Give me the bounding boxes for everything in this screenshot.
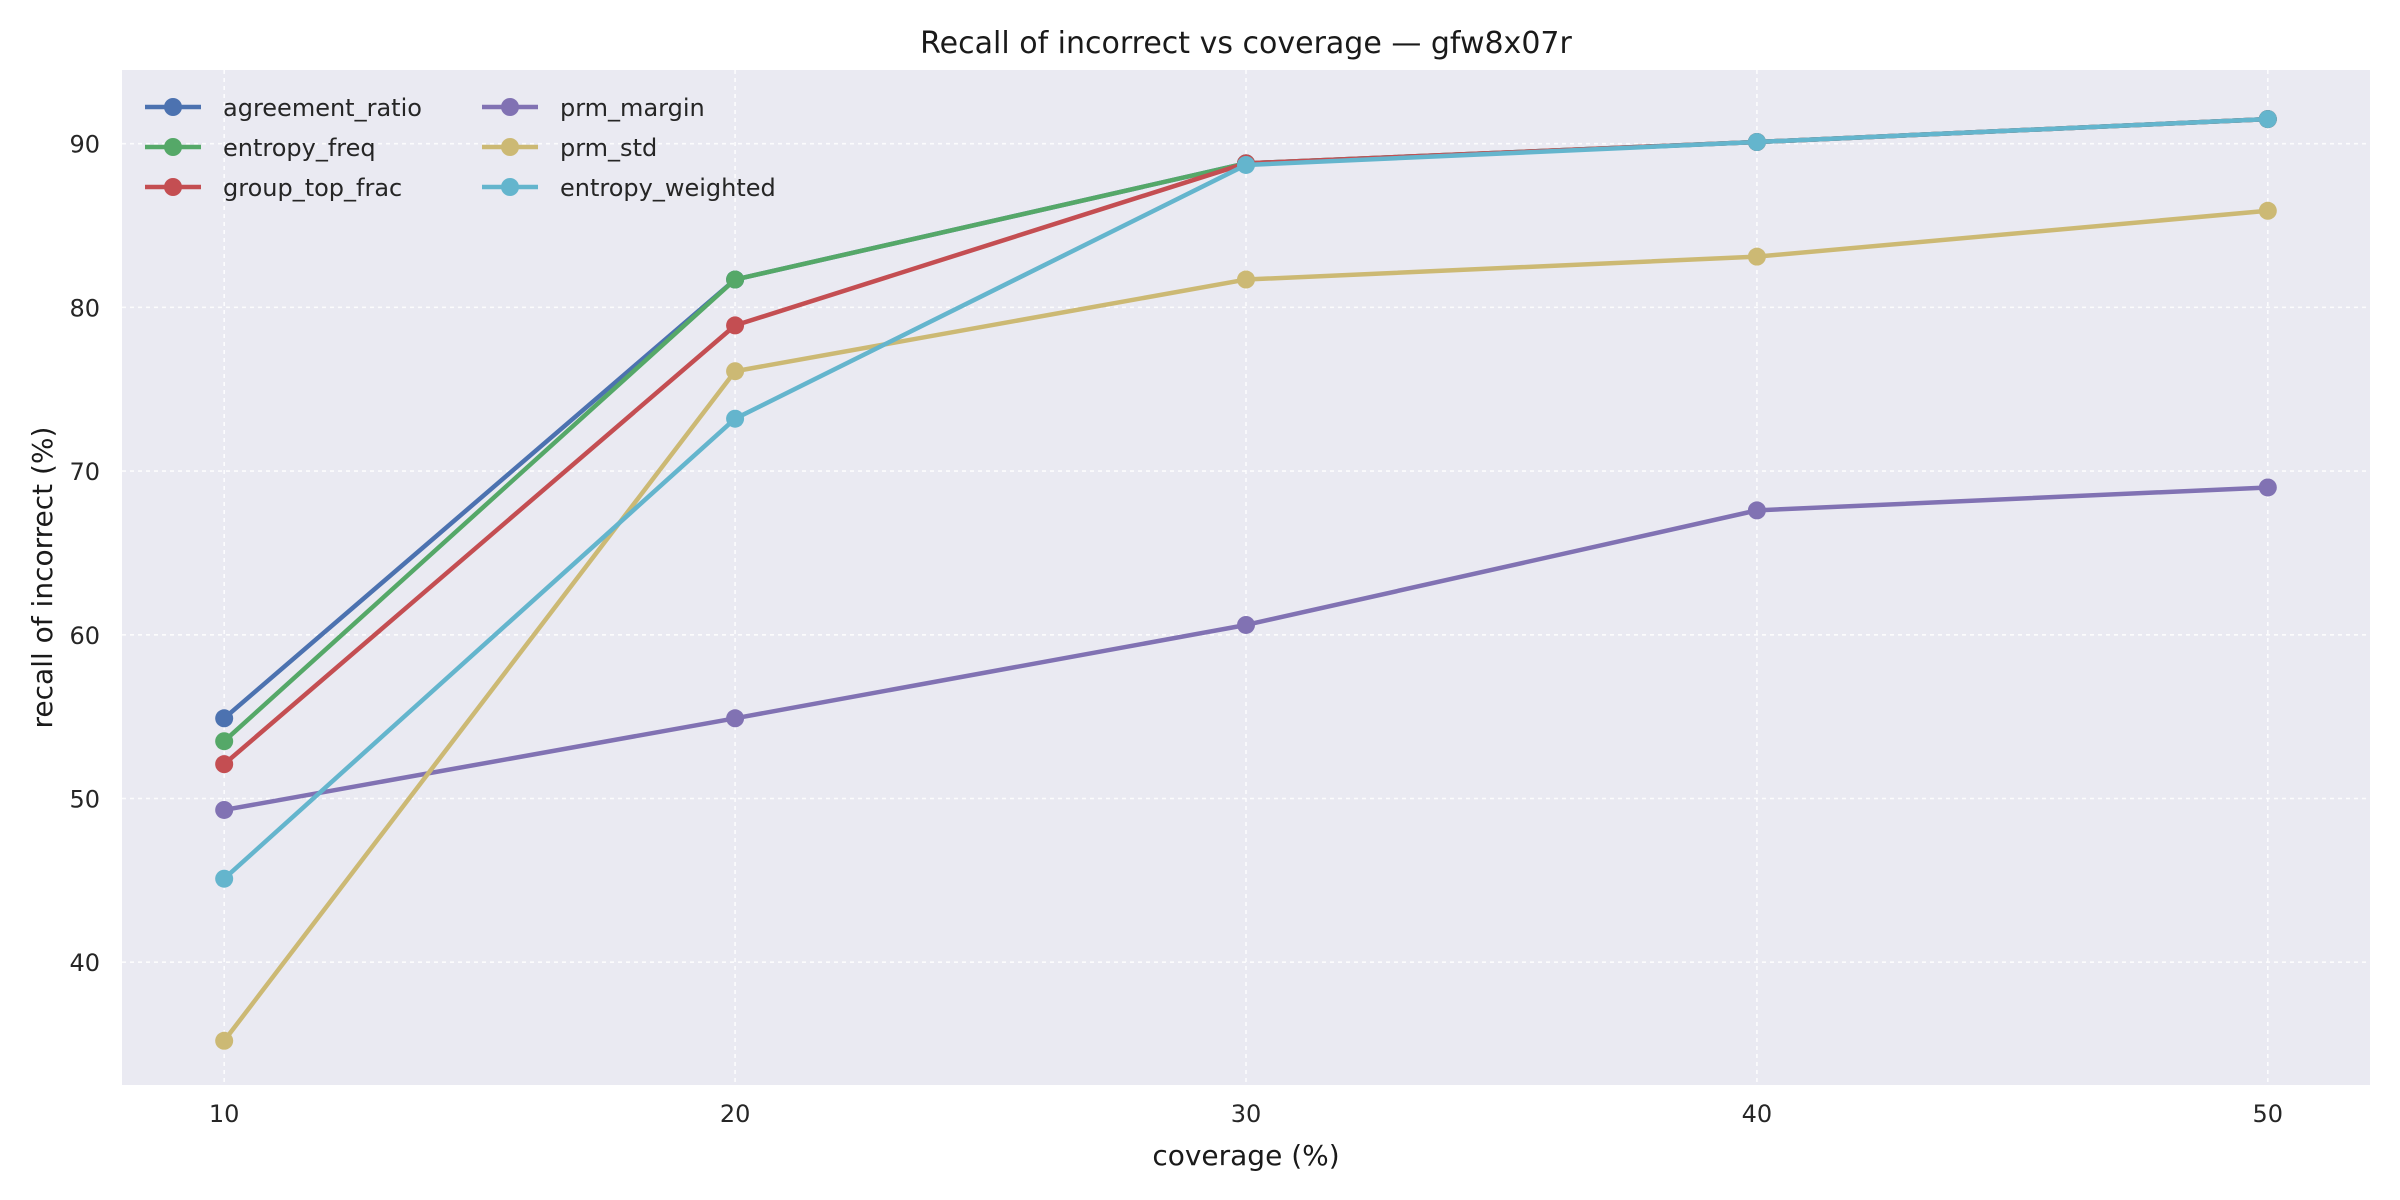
data-point (1237, 155, 1255, 174)
data-point (726, 270, 745, 289)
data-point (726, 709, 745, 728)
y-tick-label: 90 (69, 131, 100, 159)
grid (122, 70, 2370, 1085)
legend-entry-group-top-frac: group_top_frac (145, 174, 402, 202)
legend-entry-entropy-freq: entropy_freq (145, 134, 376, 162)
data-point (1747, 133, 1766, 152)
data-point (2258, 478, 2277, 497)
legend-label: agreement_ratio (223, 94, 422, 122)
legend-label: prm_std (560, 134, 657, 162)
series-prm-margin (215, 478, 2277, 819)
legend-label: group_top_frac (223, 174, 402, 202)
y-tick-label: 80 (69, 294, 100, 322)
y-tick-label: 40 (69, 949, 100, 977)
x-tick-label: 50 (2253, 1100, 2284, 1128)
legend-swatch-marker (164, 178, 182, 196)
legend-entry-entropy-weighted: entropy_weighted (482, 174, 776, 202)
data-point (215, 1031, 234, 1050)
legend-entry-prm-std: prm_std (482, 134, 657, 162)
data-point (215, 732, 234, 751)
data-point (1747, 501, 1766, 520)
x-axis-label: coverage (%) (1152, 1139, 1339, 1172)
data-point (215, 755, 234, 774)
legend-entry-prm-margin: prm_margin (482, 94, 705, 122)
legend-label: entropy_weighted (560, 174, 776, 202)
data-point (215, 709, 234, 728)
data-point (1237, 615, 1255, 634)
chart-title: Recall of incorrect vs coverage — gfw8x0… (920, 26, 1572, 61)
y-tick-label: 60 (69, 622, 100, 650)
series-prm-std (215, 201, 2277, 1050)
x-tick-label: 20 (720, 1100, 751, 1128)
y-axis-label: recall of incorrect (%) (26, 427, 59, 729)
series-entropy-weighted (215, 110, 2277, 888)
x-tick-label: 30 (1231, 1100, 1262, 1128)
data-point (726, 409, 745, 428)
x-tick-label: 10 (209, 1100, 240, 1128)
legend: agreement_ratio entropy_freq group_top_fra… (145, 94, 776, 202)
legend-swatch-marker (501, 138, 519, 156)
data-point (726, 362, 745, 381)
data-point (1747, 247, 1766, 266)
y-tick-label: 70 (69, 458, 100, 486)
data-point (726, 316, 745, 335)
legend-swatch-marker (501, 178, 519, 196)
data-point (2258, 110, 2277, 129)
data-point (215, 869, 234, 888)
legend-swatch-marker (164, 138, 182, 156)
legend-entry-agreement-ratio: agreement_ratio (145, 94, 422, 122)
data-point (2258, 201, 2277, 220)
legend-label: prm_margin (560, 94, 705, 122)
legend-label: entropy_freq (223, 134, 376, 162)
series-lines (215, 110, 2277, 1050)
legend-swatch-marker (164, 98, 182, 116)
x-tick-label: 40 (1742, 1100, 1773, 1128)
tick-labels: 10 20 30 40 50 40 50 60 70 80 90 (69, 131, 2283, 1128)
data-point (1237, 270, 1255, 289)
y-tick-label: 50 (69, 786, 100, 814)
legend-swatch-marker (501, 98, 519, 116)
data-point (215, 800, 234, 819)
